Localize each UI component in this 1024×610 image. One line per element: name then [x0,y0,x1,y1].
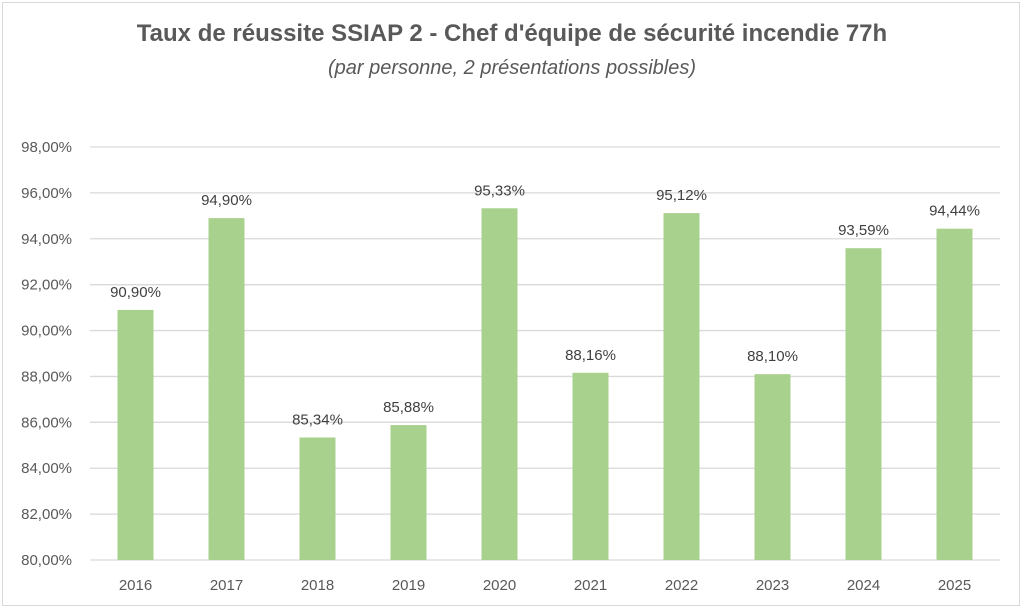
data-label: 94,90% [201,192,252,209]
x-tick-label: 2025 [938,577,971,594]
bar-2018 [299,437,336,560]
y-tick-label: 90,00% [21,323,72,340]
bar-2025 [936,228,973,560]
data-label: 85,88% [383,399,434,416]
x-tick-label: 2017 [210,577,243,594]
data-labels: 90,90% 94,90% 85,34% 85,88% 95,33% 88,16% 95,1… [110,182,980,428]
data-label: 95,33% [474,182,525,199]
y-axis-ticks: 80,00% 82,00% 84,00% 86,00% 88,00% 90,00% 92,0… [21,139,72,569]
data-label: 85,34% [292,411,343,428]
bar-2023 [754,374,791,560]
y-tick-label: 94,00% [21,231,72,248]
x-tick-label: 2024 [847,577,880,594]
x-tick-label: 2018 [301,577,334,594]
y-tick-label: 96,00% [21,185,72,202]
bar-2021 [572,372,609,560]
data-label: 90,90% [110,284,161,301]
bar-2019 [390,425,427,560]
bar-2024 [845,248,882,560]
y-tick-label: 92,00% [21,277,72,294]
x-tick-label: 2022 [665,577,698,594]
y-tick-label: 86,00% [21,414,72,431]
y-tick-label: 80,00% [21,552,72,569]
x-tick-label: 2023 [756,577,789,594]
bar-2022 [663,213,700,560]
data-label: 88,16% [565,347,616,364]
bar-2016 [117,309,154,560]
data-label: 88,10% [747,348,798,365]
data-label: 94,44% [929,203,980,220]
chart-title: Taux de réussite SSIAP 2 - Chef d'équipe… [136,20,888,47]
bars [117,208,973,561]
bar-2020 [481,208,518,561]
y-tick-label: 82,00% [21,506,72,523]
x-tick-label: 2016 [119,577,152,594]
data-label: 95,12% [656,187,707,204]
x-axis-ticks: 2016 2017 2018 2019 2020 2021 2022 2023 2024 2025 [119,577,971,594]
x-tick-label: 2021 [574,577,607,594]
x-tick-label: 2020 [483,577,516,594]
y-tick-label: 84,00% [21,460,72,477]
x-tick-label: 2019 [392,577,425,594]
chart-subtitle: (par personne, 2 présentations possibles… [328,57,696,79]
data-label: 93,59% [838,222,889,239]
y-tick-label: 88,00% [21,368,72,385]
y-tick-label: 98,00% [21,139,72,156]
bar-2017 [208,218,245,560]
